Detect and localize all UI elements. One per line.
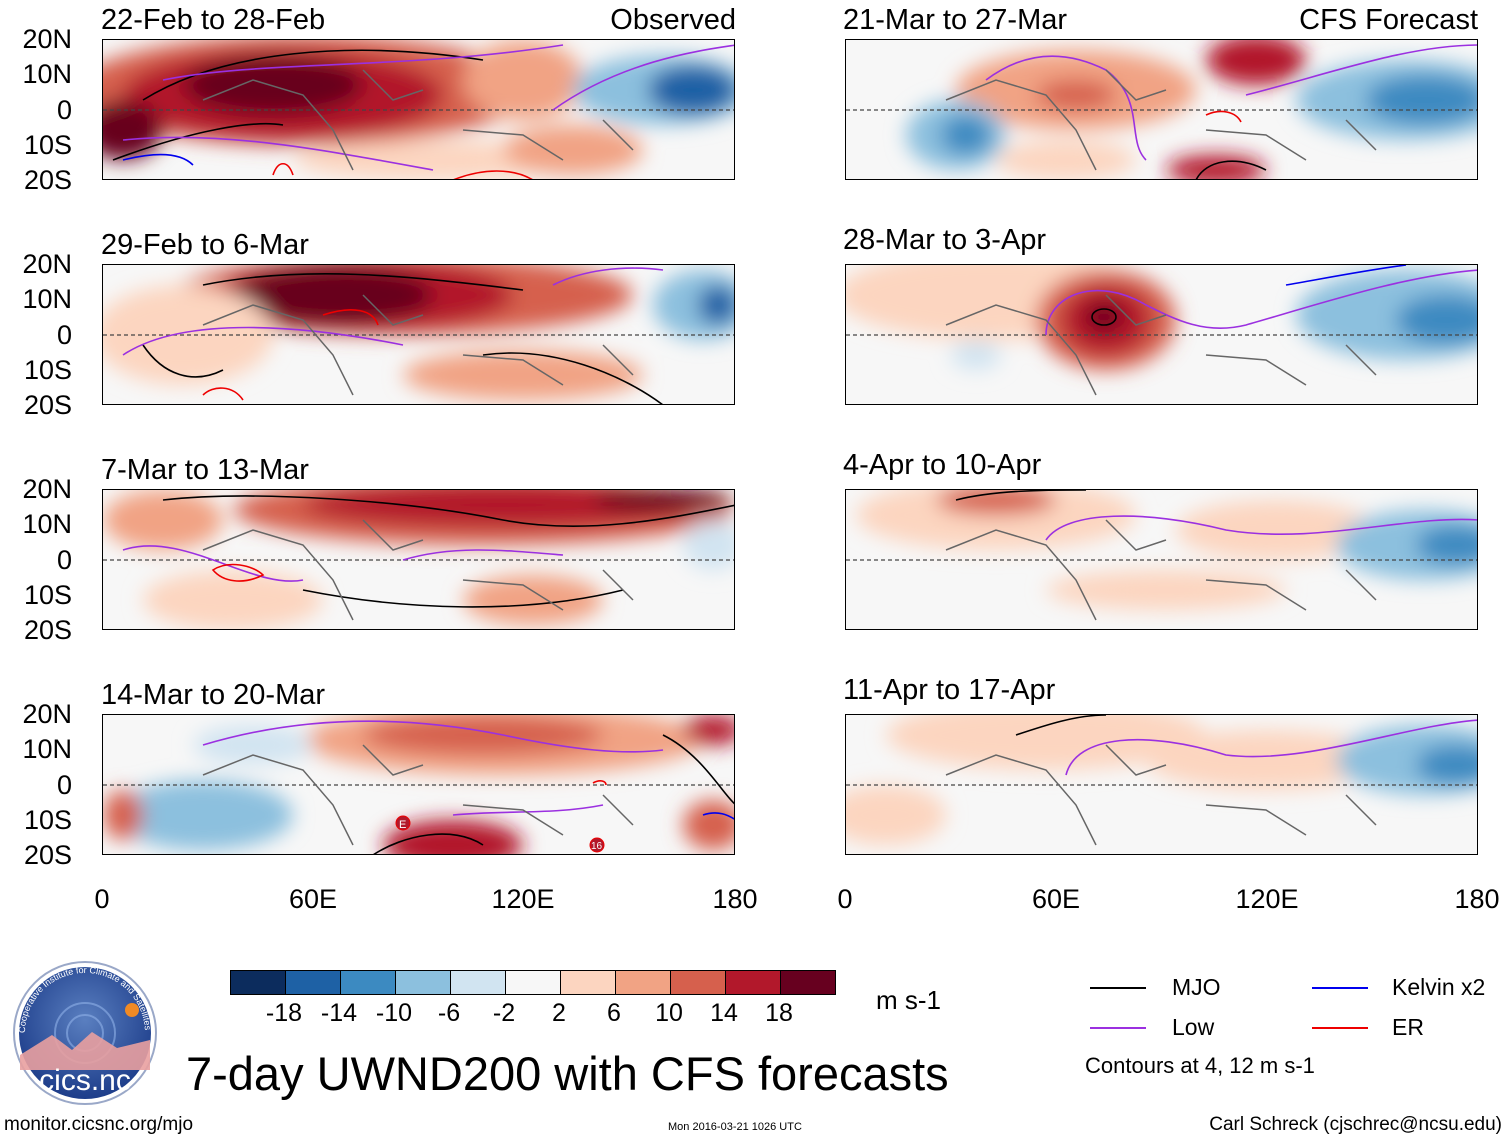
colorbar-label-n10: -10 bbox=[375, 999, 413, 1027]
colorbar-swatch bbox=[615, 970, 671, 995]
panel-title-fc-1: 21-Mar to 27-Mar bbox=[843, 4, 1068, 36]
lat-label-10s: 10S bbox=[23, 805, 72, 835]
legend-label-mjo: MJO bbox=[1172, 974, 1221, 1000]
legend-line-er bbox=[1312, 1027, 1368, 1029]
legend-label-low: Low bbox=[1172, 1014, 1215, 1040]
footer-url: monitor.cicsnc.org/mjo bbox=[4, 1114, 194, 1135]
sun-icon bbox=[125, 1003, 139, 1017]
sixteen-marker-text: 16 bbox=[591, 841, 603, 852]
lat-label-20n: 20N bbox=[22, 24, 72, 54]
lat-label-10s: 10S bbox=[23, 130, 72, 160]
lat-label-0: 0 bbox=[56, 545, 72, 575]
colorbar-swatch bbox=[560, 970, 616, 995]
colorbar-swatch bbox=[725, 970, 781, 995]
footer-timestamp: Mon 2016-03-21 1026 UTC bbox=[668, 1121, 802, 1133]
colorbar-label-14: 14 bbox=[710, 999, 738, 1027]
lat-label-10n: 10N bbox=[22, 734, 72, 764]
map-panel-obs-3 bbox=[102, 489, 735, 630]
colorbar-swatch bbox=[670, 970, 726, 995]
colorbar-label-6: 6 bbox=[607, 999, 621, 1027]
e-marker-circle bbox=[395, 815, 411, 831]
panel-title-fc-4: 11-Apr to 17-Apr bbox=[843, 674, 1056, 706]
legend-line-low bbox=[1090, 1027, 1146, 1029]
colorbar-label-n6: -6 bbox=[437, 999, 461, 1027]
forecast-label: CFS Forecast bbox=[1299, 4, 1478, 36]
lon-label-60e: 60E bbox=[288, 884, 338, 914]
lon-label-180: 180 bbox=[712, 884, 758, 914]
map-panel-obs-2 bbox=[102, 264, 735, 405]
legend-line-mjo bbox=[1090, 987, 1146, 989]
map-panel-fc-2 bbox=[845, 264, 1478, 405]
panel-title-obs-2: 29-Feb to 6-Mar bbox=[101, 229, 309, 261]
panel-title-obs-4: 14-Mar to 20-Mar bbox=[101, 679, 326, 711]
lat-label-10s: 10S bbox=[23, 355, 72, 385]
colorbar-label-2: 2 bbox=[552, 999, 566, 1027]
lon-label-0: 0 bbox=[94, 884, 110, 914]
colorbar-units: m s-1 bbox=[876, 985, 941, 1015]
lat-label-20s: 20S bbox=[23, 390, 72, 420]
lon-label-60e: 60E bbox=[1031, 884, 1081, 914]
sixteen-marker-circle bbox=[589, 837, 605, 853]
legend-label-kelvin: Kelvin x2 bbox=[1392, 974, 1486, 1000]
lon-label-120e: 120E bbox=[491, 884, 555, 914]
colorbar-label-n18: -18 bbox=[265, 999, 303, 1027]
colorbar-swatch bbox=[230, 970, 286, 995]
lon-label-180: 180 bbox=[1454, 884, 1500, 914]
colorbar-label-n14: -14 bbox=[320, 999, 358, 1027]
panel-title-obs-3: 7-Mar to 13-Mar bbox=[101, 454, 309, 486]
panel-title-fc-2: 28-Mar to 3-Apr bbox=[843, 224, 1047, 256]
map-panel-obs-1 bbox=[102, 39, 735, 180]
lat-label-0: 0 bbox=[56, 320, 72, 350]
lat-label-10n: 10N bbox=[22, 284, 72, 314]
lon-label-120e: 120E bbox=[1235, 884, 1299, 914]
lat-label-20n: 20N bbox=[22, 699, 72, 729]
legend-line-kelvin bbox=[1312, 987, 1368, 989]
colorbar-swatch bbox=[340, 970, 396, 995]
map-panel-obs-4: E 16 bbox=[102, 714, 735, 855]
logo-name: cics.nc bbox=[39, 1064, 131, 1097]
cics-logo: Cooperative Institute for Climate and Sa… bbox=[12, 960, 158, 1106]
contours-note: Contours at 4, 12 m s-1 bbox=[1085, 1053, 1315, 1078]
colorbar-swatch bbox=[450, 970, 506, 995]
colorbar-label-18: 18 bbox=[765, 999, 793, 1027]
legend-label-er: ER bbox=[1392, 1014, 1424, 1040]
colorbar-swatch bbox=[395, 970, 451, 995]
lat-label-0: 0 bbox=[56, 770, 72, 800]
lat-label-10s: 10S bbox=[23, 580, 72, 610]
footer-author: Carl Schreck (cjschrec@ncsu.edu) bbox=[1209, 1114, 1502, 1135]
lat-label-10n: 10N bbox=[22, 509, 72, 539]
observed-label: Observed bbox=[610, 4, 736, 36]
panel-title-fc-3: 4-Apr to 10-Apr bbox=[843, 449, 1042, 481]
map-panel-fc-1 bbox=[845, 39, 1478, 180]
lat-label-20n: 20N bbox=[22, 474, 72, 504]
colorbar-label-10: 10 bbox=[655, 999, 683, 1027]
colorbar-swatch bbox=[780, 970, 836, 995]
figure-title: 7-day UWND200 with CFS forecasts bbox=[186, 1047, 949, 1100]
colorbar-swatch bbox=[285, 970, 341, 995]
colorbar-label-n2: -2 bbox=[492, 999, 516, 1027]
map-panel-fc-4 bbox=[845, 714, 1478, 855]
lat-label-0: 0 bbox=[56, 95, 72, 125]
e-marker-text: E bbox=[399, 819, 406, 831]
lat-label-20s: 20S bbox=[23, 840, 72, 870]
panel-title-obs-1: 22-Feb to 28-Feb bbox=[101, 4, 326, 36]
colorbar-swatch bbox=[505, 970, 561, 995]
lat-label-10n: 10N bbox=[22, 59, 72, 89]
lat-label-20s: 20S bbox=[23, 615, 72, 645]
map-panel-fc-3 bbox=[845, 489, 1478, 630]
lat-label-20n: 20N bbox=[22, 249, 72, 279]
lat-label-20s: 20S bbox=[23, 165, 72, 195]
lon-label-0: 0 bbox=[837, 884, 853, 914]
